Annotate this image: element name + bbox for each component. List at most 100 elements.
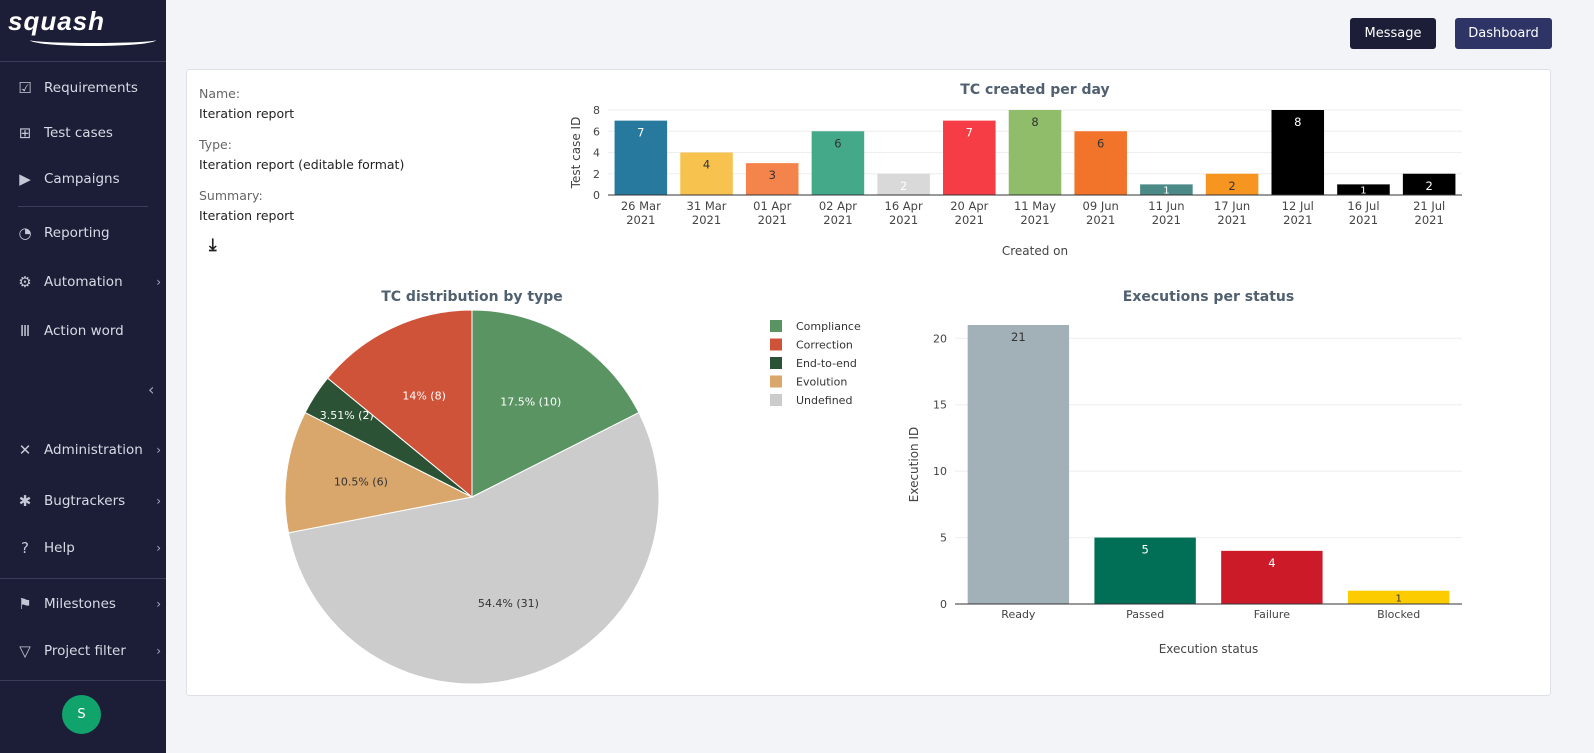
x-tick-label: 21 Jul 2021 bbox=[1413, 199, 1445, 227]
chevron-right-icon: › bbox=[156, 275, 161, 289]
bar[interactable] bbox=[811, 131, 865, 195]
sidebar-item-label: Test cases bbox=[44, 125, 113, 141]
bar[interactable] bbox=[1337, 184, 1390, 195]
x-tick-label: 01 Apr 2021 bbox=[753, 199, 791, 227]
bar[interactable] bbox=[1094, 537, 1196, 604]
bar[interactable] bbox=[1205, 173, 1259, 195]
sidebar-item-test-cases[interactable]: ⊞ Test cases bbox=[16, 124, 161, 142]
message-button[interactable]: Message bbox=[1350, 18, 1436, 49]
sidebar-item-reporting[interactable]: ◔ Reporting bbox=[16, 224, 161, 242]
legend-label: Undefined bbox=[796, 394, 852, 407]
sidebar-item-label: Requirements bbox=[44, 80, 138, 96]
pie-slice[interactable] bbox=[284, 411, 474, 534]
sidebar-item-milestones[interactable]: ⚑ Milestones › bbox=[16, 595, 161, 613]
x-tick-label: 02 Apr 2021 bbox=[819, 199, 857, 227]
chart-title: Executions per status bbox=[1123, 289, 1294, 305]
bar[interactable] bbox=[680, 152, 733, 196]
sidebar-item-label: Milestones bbox=[44, 596, 116, 612]
pie-slice[interactable] bbox=[287, 411, 660, 685]
sidebar-item-campaigns[interactable]: ▶ Campaigns bbox=[16, 170, 161, 188]
collapse-sidebar-icon[interactable]: ‹ bbox=[148, 380, 155, 399]
sidebar-item-help[interactable]: ? Help › bbox=[16, 539, 161, 557]
flag-icon: ⚑ bbox=[18, 595, 32, 613]
bar[interactable] bbox=[943, 120, 996, 195]
x-tick-label: 31 Mar 2021 bbox=[687, 199, 727, 227]
x-tick-label: 16 Jul 2021 bbox=[1347, 199, 1379, 227]
chevron-right-icon: › bbox=[156, 644, 161, 658]
y-tick-label: 2 bbox=[593, 168, 600, 181]
bar-data-label: 8 bbox=[1294, 115, 1301, 129]
bar[interactable] bbox=[1347, 590, 1450, 604]
squash-logo: squash bbox=[8, 6, 106, 36]
y-tick-label: 10 bbox=[933, 465, 947, 478]
bar[interactable] bbox=[1008, 110, 1062, 195]
chart-title: TC created per day bbox=[960, 82, 1109, 98]
bar[interactable] bbox=[1271, 110, 1325, 195]
dashboard-button[interactable]: Dashboard bbox=[1455, 18, 1552, 49]
y-tick-label: 0 bbox=[593, 189, 600, 202]
name-label: Name: bbox=[199, 86, 241, 101]
y-axis-title: Execution ID bbox=[907, 427, 921, 502]
bar[interactable] bbox=[1402, 173, 1456, 195]
divider bbox=[0, 578, 166, 579]
checkbox-icon: ☑ bbox=[18, 79, 32, 97]
sidebar-item-label: Reporting bbox=[44, 225, 110, 241]
type-value: Iteration report (editable format) bbox=[199, 157, 405, 172]
legend-label: Correction bbox=[796, 339, 853, 352]
tree-icon: ⊞ bbox=[18, 124, 32, 142]
chevron-right-icon: › bbox=[156, 443, 161, 457]
sidebar-item-project-filter[interactable]: ▽ Project filter › bbox=[16, 642, 161, 660]
bar-data-label: 7 bbox=[966, 126, 973, 140]
download-icon[interactable]: ⤓ bbox=[209, 235, 217, 255]
bar[interactable] bbox=[745, 163, 799, 195]
avatar[interactable]: S bbox=[62, 695, 101, 734]
pie-data-label: 17.5% (10) bbox=[500, 395, 561, 408]
logo-swoosh bbox=[30, 34, 156, 46]
x-tick-label: 26 Mar 2021 bbox=[621, 199, 661, 227]
chart-title: TC distribution by type bbox=[381, 289, 563, 305]
sidebar-item-administration[interactable]: ✕ Administration › bbox=[16, 441, 161, 459]
sidebar-item-label: Help bbox=[44, 540, 75, 556]
sidebar-item-label: Campaigns bbox=[44, 171, 120, 187]
pie-data-label: 54.4% (31) bbox=[478, 597, 539, 610]
bar[interactable] bbox=[1074, 131, 1127, 195]
x-tick-label: 17 Jun 2021 bbox=[1214, 199, 1250, 227]
y-tick-label: 4 bbox=[593, 147, 600, 160]
x-tick-label: 12 Jul 2021 bbox=[1282, 199, 1314, 227]
divider bbox=[0, 61, 166, 62]
pie-slice[interactable] bbox=[326, 309, 473, 499]
bar-data-label: 21 bbox=[1011, 330, 1026, 344]
x-tick-label: 20 Apr 2021 bbox=[950, 199, 988, 227]
bar-data-label: 6 bbox=[1097, 136, 1104, 150]
pie-slice[interactable] bbox=[471, 309, 640, 498]
x-tick-label: 16 Apr 2021 bbox=[885, 199, 923, 227]
bug-icon: ✱ bbox=[18, 492, 32, 510]
legend-swatch bbox=[770, 375, 782, 388]
bar[interactable] bbox=[1140, 184, 1193, 195]
y-axis-title: Test case ID bbox=[569, 117, 583, 190]
sidebar-item-requirements[interactable]: ☑ Requirements bbox=[16, 79, 161, 97]
robot-icon: ⚙ bbox=[18, 273, 32, 291]
x-tick-label: 11 Jun 2021 bbox=[1148, 199, 1184, 227]
x-tick-label: Failure bbox=[1254, 608, 1290, 621]
help-icon: ? bbox=[21, 539, 29, 557]
legend-swatch bbox=[770, 357, 782, 369]
bar[interactable] bbox=[967, 325, 1070, 604]
y-tick-label: 15 bbox=[933, 399, 947, 412]
sidebar-item-automation[interactable]: ⚙ Automation › bbox=[16, 273, 161, 291]
chevron-right-icon: › bbox=[156, 597, 161, 611]
bar[interactable] bbox=[877, 173, 930, 195]
bar-data-label: 1 bbox=[1395, 593, 1401, 604]
bar-data-label: 6 bbox=[834, 136, 841, 150]
play-circle-icon: ▶ bbox=[19, 170, 31, 188]
legend-label: Compliance bbox=[796, 320, 861, 333]
sidebar-item-bugtrackers[interactable]: ✱ Bugtrackers › bbox=[16, 492, 161, 510]
sidebar-item-label: Action word bbox=[44, 323, 124, 339]
legend-label: End-to-end bbox=[796, 357, 857, 370]
sidebar-item-action-word[interactable]: Ⅲ Action word bbox=[16, 322, 161, 340]
pie-data-label: 10.5% (6) bbox=[334, 476, 388, 489]
bar[interactable] bbox=[614, 120, 668, 195]
bar[interactable] bbox=[1221, 550, 1323, 604]
summary-value: Iteration report bbox=[199, 208, 295, 223]
